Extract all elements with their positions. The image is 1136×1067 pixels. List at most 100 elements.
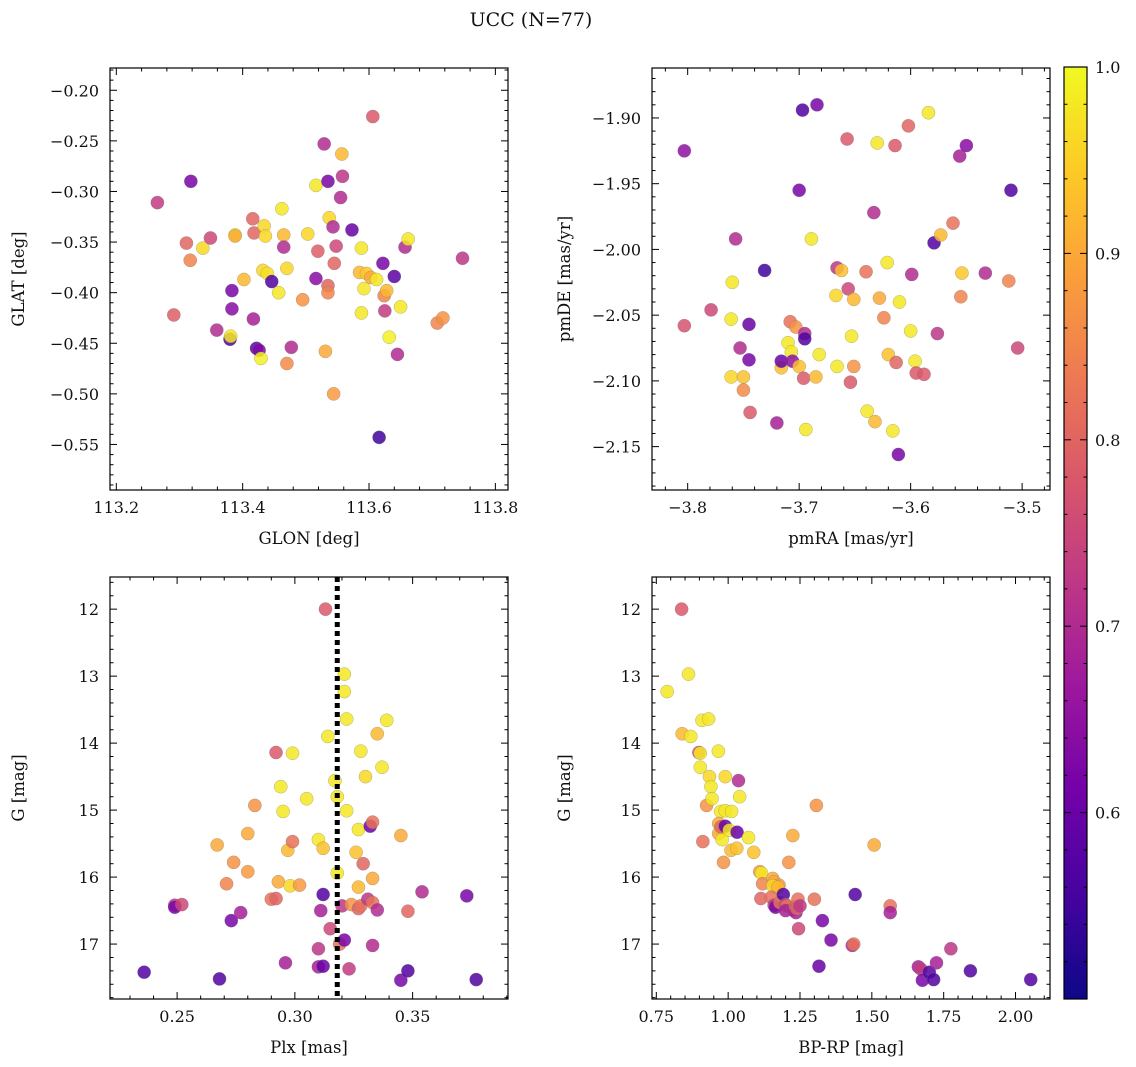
data-point [903,324,918,338]
points-3 [137,602,484,988]
data-point [901,118,916,133]
data-point [285,834,300,849]
points-4 [660,602,1038,988]
data-point [843,375,858,390]
y-tick-label: −1.90 [592,109,641,128]
points-1 [150,109,470,445]
data-point [174,897,189,912]
data-point [944,941,958,956]
data-point [792,359,807,374]
data-point [793,899,807,913]
y-axis-label: GLAT [deg] [9,231,28,326]
x-tick-label: 1.25 [782,1007,818,1026]
data-point [365,938,380,953]
colorbar-tick-label: 1.0 [1095,58,1120,77]
data-point [718,769,733,784]
data-point [337,684,352,699]
scatter-panels: 113.2 113.4 113.6 113.8 −0.55 −0.50 −0.45 −0.40… [9,67,1051,1057]
data-point [952,149,967,163]
data-point [791,921,806,936]
data-point [798,422,813,437]
data-point [269,745,283,760]
x-tick-label: 113.8 [472,498,518,517]
data-point [365,109,380,124]
data-point [372,430,386,445]
data-point [179,236,194,250]
data-point [333,190,348,205]
data-point [351,880,366,894]
data-point [240,864,255,879]
data-point [342,962,356,976]
data-point [683,729,698,744]
data-point [872,291,887,305]
data-point [166,308,181,322]
data-point [321,285,335,300]
data-point [436,311,450,325]
x-tick-label: 113.2 [93,498,139,517]
data-point [929,955,944,970]
data-point [704,779,718,794]
y-tick-label: 12 [621,600,641,619]
data-point [329,239,344,253]
data-point [469,972,484,987]
colorbar: 0.6 0.7 0.8 0.9 1.0 [1063,58,1120,1000]
data-point [660,684,675,699]
x-axis-label: pmRA [mas/yr] [788,529,913,548]
data-point [736,370,751,384]
x-tick-label: 0.35 [395,1007,431,1026]
data-point [731,773,746,788]
data-point [393,973,408,988]
data-point [318,602,333,617]
axes-frame [109,576,509,1000]
y-tick-label: −0.25 [50,132,99,151]
data-point [704,303,718,317]
data-point [877,310,891,325]
data-point [785,828,800,843]
data-point [271,285,286,300]
data-point [711,744,726,759]
data-point [959,138,974,153]
data-point [224,913,239,928]
x-tick-label: 1.75 [926,1007,962,1026]
panel-4: 0.75 1.00 1.25 1.50 1.75 2.00 12 13 14 15 16 17 BP-R… [555,576,1051,1057]
data-point [815,913,830,928]
data-point [313,903,328,918]
x-tick-label: 0.25 [159,1007,195,1026]
data-point [273,779,288,794]
data-point [963,964,978,978]
data-point [812,959,826,974]
data-point [284,340,299,355]
panel-3: 0.25 0.30 0.35 12 13 14 15 16 17 Plx [mas] G [mag] [9,576,509,1057]
data-point [379,713,394,728]
x-axis-label: GLON [deg] [258,529,359,548]
data-point [393,828,408,843]
data-point [904,267,919,282]
data-point [724,370,739,384]
data-point [809,370,823,384]
y-tick-label: −1.95 [592,175,641,194]
data-point [327,256,342,271]
data-point [705,791,719,806]
data-point [339,803,354,818]
y-tick-label: −0.40 [50,284,99,303]
y-tick-label: 14 [621,734,641,753]
data-point [930,326,945,341]
data-point [1004,183,1018,198]
x-tick-label: −3.8 [668,498,707,517]
data-point [830,359,844,374]
data-point [908,354,922,369]
data-point [797,331,812,346]
data-point [770,416,784,430]
data-point [724,804,739,819]
data-point [796,371,811,386]
data-point [184,174,198,189]
data-point [955,266,969,280]
panel-1: 113.2 113.4 113.6 113.8 −0.55 −0.50 −0.45 −0.40… [9,67,518,548]
data-point [1023,972,1038,987]
data-point [317,137,332,151]
data-point [264,274,279,289]
y-tick-label: 17 [79,935,99,954]
data-point [693,746,708,761]
data-point [337,667,352,681]
data-point [299,791,314,806]
